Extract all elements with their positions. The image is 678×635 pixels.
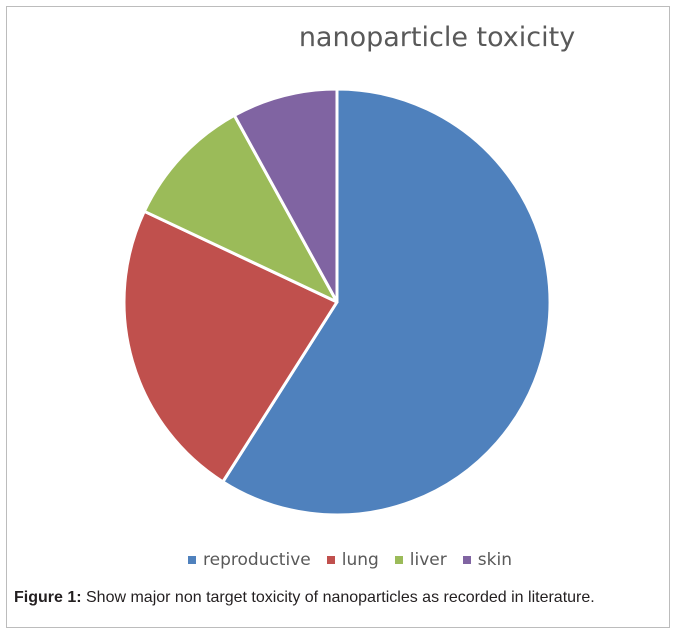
legend-item-liver: liver (394, 550, 447, 570)
caption-label: Figure 1: (14, 589, 82, 606)
legend-item-skin: skin (462, 550, 512, 570)
caption-text: Show major non target toxicity of nanopa… (81, 589, 595, 606)
pie-slice-reproductive (221, 87, 552, 517)
legend-swatch-reproductive (188, 556, 197, 564)
legend-label-skin: skin (477, 550, 512, 570)
legend-swatch-lung (326, 556, 335, 564)
legend-swatch-skin (462, 556, 471, 564)
chart-legend: reproductive lung liver skin (0, 550, 678, 570)
legend-swatch-liver (394, 556, 403, 564)
legend-label-lung: lung (341, 550, 379, 570)
legend-item-lung: lung (326, 550, 379, 570)
chart-title: nanoparticle toxicity (298, 22, 576, 53)
legend-label-reproductive: reproductive (203, 550, 311, 570)
pie-slice-liver (142, 113, 339, 304)
pie-slice-skin (232, 87, 339, 304)
legend-label-liver: liver (409, 550, 447, 570)
figure-caption: Figure 1: Show major non target toxicity… (14, 588, 666, 608)
pie-slice-lung (122, 209, 339, 484)
legend-item-reproductive: reproductive (188, 550, 311, 570)
